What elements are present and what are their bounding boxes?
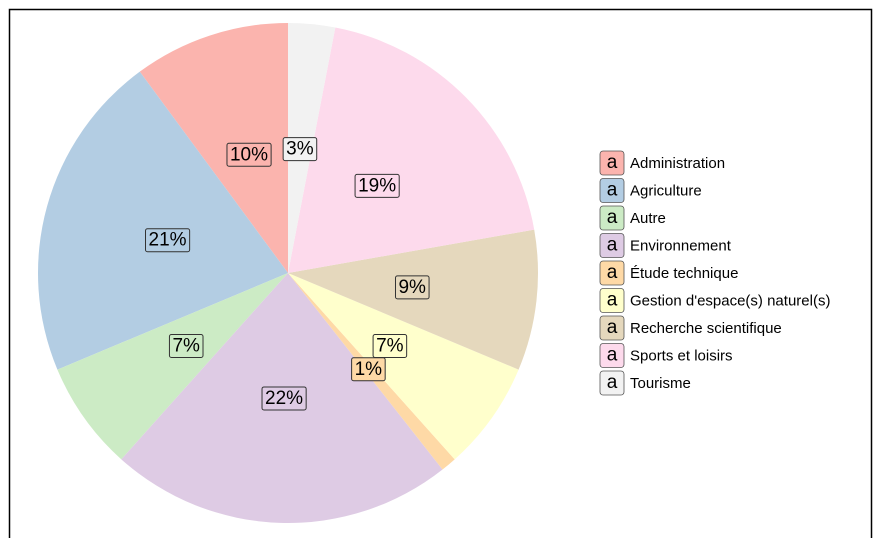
slice-label-text: 22% — [265, 388, 303, 409]
label-box — [226, 142, 272, 167]
slice-label-text: 21% — [149, 230, 187, 251]
slice-label: 3% — [282, 137, 318, 162]
legend-glyph: a — [607, 152, 618, 173]
legend-label: Étude technique — [630, 265, 738, 282]
legend-label: Administration — [630, 155, 725, 172]
legend-key — [599, 205, 625, 231]
pie-slice — [37, 71, 288, 370]
label-box — [282, 137, 318, 162]
legend-key — [599, 150, 625, 176]
legend-glyph: a — [607, 372, 618, 393]
pie-slice — [139, 23, 288, 273]
legend-glyph: a — [607, 262, 618, 283]
legend-key — [599, 370, 625, 396]
pie-slice — [288, 273, 519, 460]
slice-label-text: 10% — [230, 144, 268, 165]
legend-label: Sports et loisirs — [630, 347, 733, 364]
legend-key — [599, 343, 625, 368]
label-box — [354, 173, 400, 198]
label-box — [394, 275, 430, 300]
legend-label: Environnement — [630, 237, 732, 254]
legend-glyph: a — [607, 290, 618, 311]
slice-label: 7% — [168, 334, 204, 359]
pie-slice — [288, 27, 535, 274]
slice-label-text: 3% — [286, 139, 314, 160]
slice-label: 10% — [226, 142, 272, 167]
label-box — [168, 334, 204, 359]
legend-label: Autre — [630, 210, 666, 227]
legend-label: Recherche scientifique — [630, 320, 782, 337]
legend-label: Agriculture — [630, 182, 702, 199]
legend-label: Gestion d'espace(s) naturel(s) — [630, 292, 830, 309]
legend-key — [599, 178, 625, 203]
legend-glyph: a — [607, 235, 618, 256]
legend-key — [599, 288, 625, 313]
slice-label-text: 7% — [172, 336, 200, 357]
label-box — [261, 386, 307, 411]
label-box — [372, 334, 408, 359]
slice-label: 7% — [372, 334, 408, 359]
pie-slice — [57, 273, 289, 460]
slice-label-text: 19% — [358, 175, 396, 196]
legend-key — [599, 260, 625, 286]
frame — [8, 8, 873, 538]
legend-glyph: a — [607, 317, 618, 338]
legend-key — [599, 233, 625, 258]
slice-label-text: 9% — [398, 277, 426, 298]
legend-key — [599, 315, 625, 341]
label-box — [351, 357, 386, 382]
legend-label: Tourisme — [630, 375, 691, 392]
slice-label-text: 1% — [355, 359, 383, 380]
legend-glyph: a — [607, 207, 618, 228]
legend-glyph: a — [607, 345, 618, 366]
slice-label: 9% — [394, 275, 430, 300]
label-box — [145, 228, 191, 253]
slice-label: 1% — [351, 357, 386, 382]
slice-label: 22% — [261, 386, 307, 411]
slice-label: 21% — [145, 228, 191, 253]
legend-glyph: a — [607, 180, 618, 201]
slice-label: 19% — [354, 173, 400, 198]
slice-label-text: 7% — [376, 336, 404, 357]
pie-slice — [288, 229, 538, 370]
